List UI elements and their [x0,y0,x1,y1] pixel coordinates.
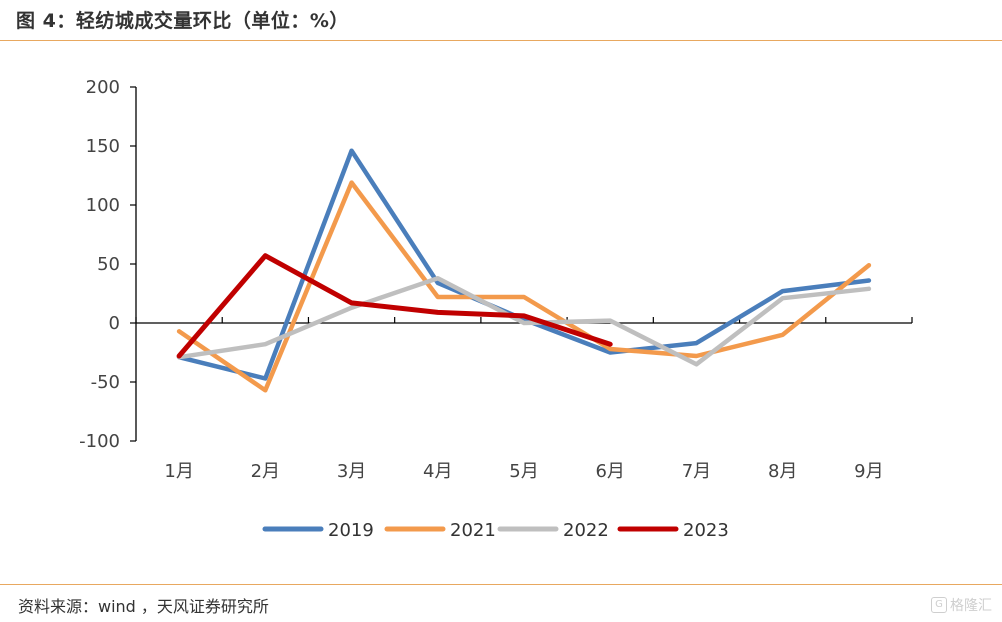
x-category-label: 8月 [768,461,797,482]
source-note: 资料来源：wind ，天风证券研究所 [18,597,269,616]
series-lines [176,148,872,393]
line-chart: 200 150 100 50 0 -50 -100 1月 2月 3月 4月 5月 6月 7月 8月 9月 2… [79,77,913,541]
figure-title: 图 4：轻纺城成交量环比（单位：%） [16,10,349,32]
x-category-label: 3月 [337,461,366,482]
y-tick-label: -50 [91,372,120,393]
watermark: G 格隆汇 [931,595,992,615]
series-line-2022 [176,275,872,367]
x-category-label: 1月 [164,461,193,482]
top-rule [0,40,1002,41]
x-category-label: 9月 [854,461,883,482]
y-tick-label: 0 [109,313,120,334]
x-category-labels: 1月 2月 3月 4月 5月 6月 7月 8月 9月 [164,461,883,482]
series-line-2019 [176,148,872,381]
legend-label-2022: 2022 [563,520,609,541]
x-category-label: 5月 [509,461,538,482]
x-category-label: 6月 [595,461,624,482]
y-tick-label: 200 [86,77,120,98]
x-category-label: 2月 [251,461,280,482]
watermark-logo-icon: G [931,597,947,613]
legend-label-2023: 2023 [683,520,729,541]
series-line-2023 [176,253,613,359]
bottom-rule [0,584,1002,585]
y-tick-label: 50 [97,254,120,275]
legend-label-2019: 2019 [328,520,374,541]
x-category-label: 4月 [423,461,452,482]
y-tick-label: 100 [86,195,120,216]
y-tick-label: -100 [79,431,120,452]
watermark-text: 格隆汇 [950,598,992,614]
y-tick-label: 150 [86,136,120,157]
y-axis [130,86,137,442]
x-category-label: 7月 [682,461,711,482]
legend: 2019 2021 2022 2023 [262,520,729,541]
legend-label-2021: 2021 [450,520,496,541]
series-line-2021 [176,180,872,393]
y-tick-labels: 200 150 100 50 0 -50 -100 [79,77,120,452]
